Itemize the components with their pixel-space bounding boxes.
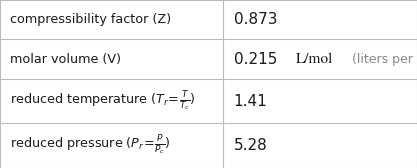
Text: compressibility factor (Z): compressibility factor (Z): [10, 13, 171, 26]
Text: reduced temperature ($T_r\!=\!\frac{T}{T_c}$): reduced temperature ($T_r\!=\!\frac{T}{T…: [10, 90, 196, 113]
Text: L/mol: L/mol: [296, 53, 333, 66]
Text: molar volume (V): molar volume (V): [10, 53, 121, 66]
Text: reduced pressure ($P_r\!=\!\frac{P}{P_c}$): reduced pressure ($P_r\!=\!\frac{P}{P_c}…: [10, 134, 171, 157]
Text: 0.873: 0.873: [234, 12, 277, 27]
Text: (liters per mole): (liters per mole): [344, 53, 417, 66]
Text: 0.215: 0.215: [234, 52, 282, 67]
Text: 1.41: 1.41: [234, 94, 267, 109]
Text: 5.28: 5.28: [234, 138, 267, 153]
